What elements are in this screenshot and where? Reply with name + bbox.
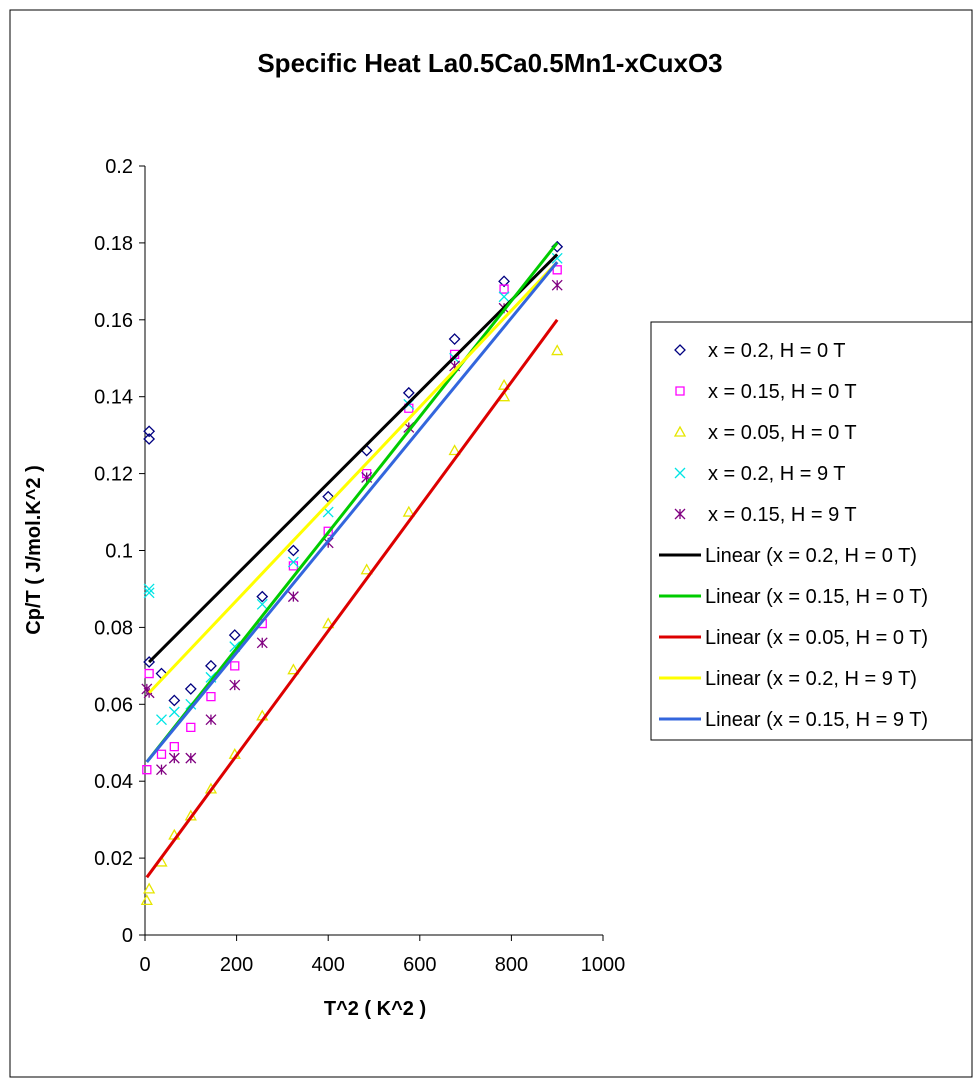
- legend-label: x = 0.2, H = 9 T: [708, 463, 845, 485]
- legend-label: x = 0.2, H = 0 T: [708, 340, 845, 362]
- data-point: [498, 275, 510, 288]
- data-point: [168, 706, 180, 718]
- y-tick-label: 0.08: [94, 617, 133, 639]
- legend-swatch: [675, 386, 685, 396]
- legend-label: Linear (x = 0.15, H = 9 T): [705, 709, 928, 731]
- data-point: [287, 556, 299, 568]
- data-point: [449, 349, 460, 360]
- x-tick-label: 200: [220, 954, 253, 976]
- data-point: [228, 629, 241, 642]
- data-point: [144, 668, 154, 679]
- data-point: [256, 637, 268, 649]
- data-point: [230, 661, 240, 671]
- y-tick-label: 0: [122, 925, 133, 947]
- y-tick-label: 0.2: [105, 156, 133, 178]
- legend-label: Linear (x = 0.05, H = 0 T): [705, 627, 928, 649]
- trend-line: [148, 253, 559, 664]
- data-point: [168, 694, 181, 707]
- x-tick-label: 800: [495, 954, 528, 976]
- data-point: [168, 752, 180, 764]
- data-point: [551, 344, 564, 356]
- data-point: [448, 333, 461, 345]
- y-tick-label: 0.12: [94, 464, 133, 486]
- legend-label: x = 0.15, H = 0 T: [708, 381, 857, 403]
- trend-line: [145, 261, 559, 763]
- trend-line: [145, 318, 559, 879]
- data-point: [256, 590, 269, 603]
- data-point: [143, 583, 155, 595]
- legend-swatch: [674, 467, 686, 479]
- legend-label: Linear (x = 0.15, H = 0 T): [705, 586, 928, 608]
- chart-title: Specific Heat La0.5Ca0.5Mn1-xCuxO3: [257, 48, 722, 78]
- y-tick-label: 0.02: [94, 848, 133, 870]
- data-point: [551, 279, 563, 291]
- data-point: [143, 433, 156, 445]
- data-point: [404, 403, 414, 413]
- data-point: [360, 563, 373, 575]
- data-point: [229, 679, 241, 691]
- data-point: [256, 598, 268, 610]
- legend-label: Linear (x = 0.2, H = 0 T): [705, 545, 917, 567]
- legend-label: x = 0.15, H = 9 T: [708, 504, 857, 526]
- data-point: [156, 714, 167, 726]
- trend-line: [145, 241, 559, 763]
- data-point: [143, 587, 155, 599]
- data-point: [206, 691, 216, 702]
- data-point: [156, 749, 167, 759]
- data-point: [402, 386, 415, 399]
- x-axis-label: T^2 ( K^2 ): [324, 998, 426, 1020]
- trend-line: [148, 261, 559, 694]
- y-axis-label: Cp/T ( J/mol.K^2 ): [23, 465, 45, 634]
- y-tick-label: 0.1: [105, 541, 133, 563]
- x-tick-label: 400: [312, 954, 345, 976]
- data-point: [185, 752, 197, 764]
- legend-box: [650, 321, 973, 741]
- data-point: [184, 683, 197, 695]
- legend-swatch: [674, 344, 686, 356]
- data-point: [402, 505, 415, 517]
- data-point: [287, 591, 299, 603]
- x-tick-label: 0: [139, 954, 150, 976]
- data-point: [498, 291, 510, 303]
- data-point: [142, 765, 152, 775]
- data-point: [552, 265, 562, 275]
- legend-label: Linear (x = 0.2, H = 9 T): [705, 668, 917, 690]
- data-point: [497, 378, 511, 390]
- y-tick-label: 0.18: [94, 233, 133, 255]
- data-point: [287, 663, 300, 675]
- legend-label: x = 0.05, H = 0 T: [708, 422, 857, 444]
- y-tick-label: 0.16: [94, 310, 133, 332]
- x-tick-label: 1000: [581, 954, 626, 976]
- x-tick-label: 600: [403, 954, 436, 976]
- data-point: [287, 544, 300, 557]
- data-point: [143, 425, 156, 438]
- y-tick-label: 0.06: [94, 694, 133, 716]
- y-tick-label: 0.04: [94, 771, 133, 793]
- data-point: [143, 882, 156, 894]
- data-point: [140, 894, 153, 906]
- data-point: [448, 444, 461, 456]
- legend-swatch: [674, 508, 686, 520]
- data-point: [156, 764, 167, 776]
- data-point: [169, 741, 179, 752]
- data-point: [322, 617, 335, 629]
- data-point: [205, 659, 217, 672]
- data-point: [205, 714, 217, 726]
- legend-swatch: [673, 425, 687, 437]
- data-point: [186, 722, 196, 733]
- y-tick-label: 0.14: [94, 387, 133, 409]
- data-point: [551, 252, 563, 264]
